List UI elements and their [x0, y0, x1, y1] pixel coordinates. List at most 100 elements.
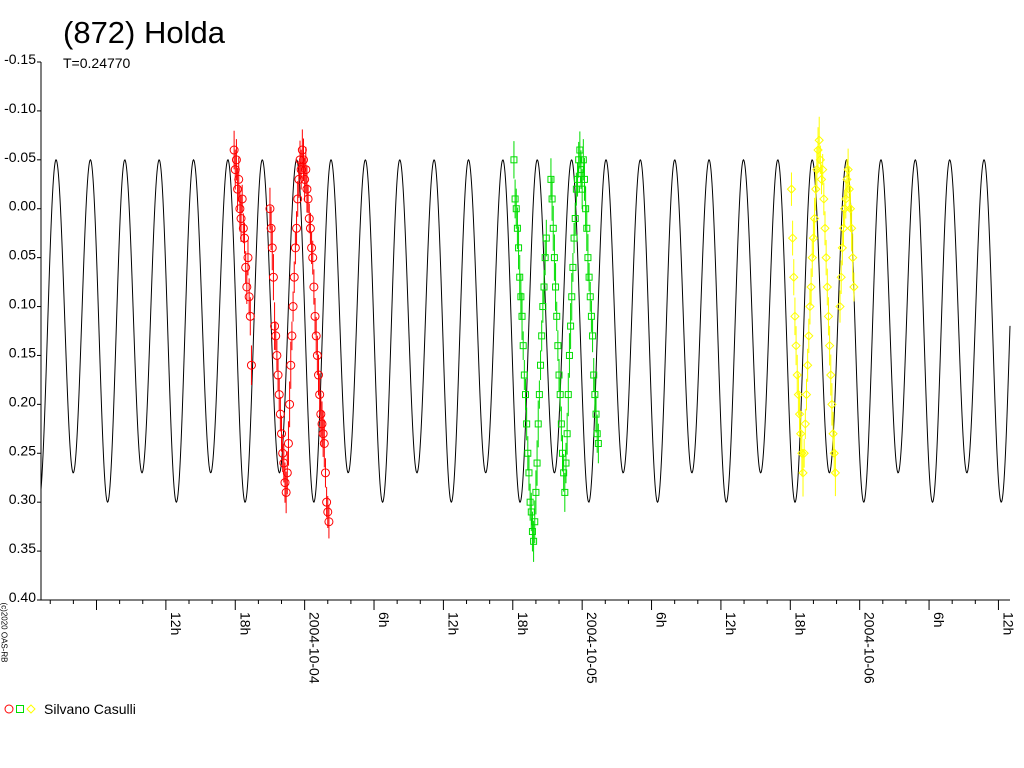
data-point — [819, 194, 829, 204]
data-point — [244, 292, 254, 302]
data-point — [798, 468, 808, 478]
y-tick-label: 0.35 — [9, 540, 36, 556]
data-point — [525, 469, 533, 477]
data-point — [786, 184, 797, 194]
data-point — [511, 195, 519, 203]
data-point — [285, 399, 295, 409]
x-tick-label: 6h — [931, 612, 947, 628]
data-point — [821, 252, 831, 263]
data-point — [539, 303, 547, 311]
data-point — [535, 391, 543, 399]
data-point — [538, 332, 546, 340]
data-point — [265, 204, 275, 214]
data-point — [799, 448, 809, 458]
data-point — [294, 174, 304, 184]
data-point — [233, 184, 243, 194]
data-point — [580, 175, 588, 183]
x-tick-label: 6h — [376, 612, 392, 628]
model-lightcurve — [40, 158, 1011, 504]
data-point — [245, 311, 255, 321]
data-point — [281, 487, 291, 497]
data-point — [315, 390, 325, 400]
data-point — [268, 272, 278, 282]
data-point — [594, 439, 602, 447]
data-point — [795, 429, 806, 439]
x-tick-label: 18h — [792, 612, 808, 635]
data-point — [824, 340, 835, 351]
data-point — [298, 155, 308, 165]
data-point — [238, 223, 248, 233]
data-point — [575, 156, 583, 164]
data-point — [532, 488, 540, 496]
data-point — [526, 498, 534, 506]
data-point — [288, 302, 298, 312]
data-point — [286, 360, 296, 370]
data-point — [518, 312, 526, 320]
data-point — [811, 184, 821, 194]
data-point — [567, 322, 575, 330]
data-point — [584, 254, 592, 262]
y-tick-label: -0.05 — [4, 149, 36, 165]
data-point — [528, 528, 536, 536]
data-point — [556, 391, 564, 399]
y-tick-label: -0.10 — [4, 100, 36, 116]
data-point — [565, 351, 573, 359]
x-tick-label: 12h — [168, 612, 184, 635]
x-tick-label: 6h — [654, 612, 670, 628]
data-point — [229, 145, 239, 155]
y-tick-label: 0.25 — [9, 442, 36, 458]
data-point — [273, 370, 283, 380]
data-point — [843, 164, 853, 175]
data-point — [790, 311, 800, 322]
data-point — [806, 282, 816, 292]
data-point — [822, 282, 833, 292]
data-point — [820, 223, 830, 233]
data-point — [838, 223, 849, 233]
data-point — [587, 312, 595, 320]
data-point — [246, 360, 256, 370]
data-point — [278, 448, 288, 458]
data-point — [243, 253, 253, 263]
data-point — [564, 391, 572, 399]
data-point — [295, 155, 305, 165]
data-point — [520, 371, 528, 379]
data-point — [235, 204, 245, 214]
data-point — [547, 175, 555, 183]
data-point — [292, 223, 302, 233]
data-point — [549, 224, 557, 232]
data-point — [297, 145, 307, 155]
x-tick-label: 12h — [723, 612, 739, 635]
x-tick-label: 2004-10-05 — [584, 612, 600, 684]
legend: Silvano Casulli — [4, 700, 136, 718]
data-point — [814, 135, 824, 145]
data-point — [314, 370, 324, 380]
data-point — [305, 223, 315, 233]
data-point — [300, 174, 310, 184]
legend-circle-icon — [4, 704, 14, 714]
data-point — [308, 253, 318, 263]
data-point — [563, 430, 571, 438]
data-point — [585, 273, 593, 281]
data-point — [845, 204, 856, 214]
data-point — [302, 184, 312, 194]
legend-label: Silvano Casulli — [44, 701, 136, 717]
data-point — [519, 342, 527, 350]
y-axis: -0.15 -0.10 -0.05 0.00 0.05 0.10 0.15 0.20 0.25 0… — [4, 51, 42, 605]
data-point — [827, 399, 837, 410]
data-point — [837, 243, 848, 253]
data-point — [793, 389, 804, 400]
data-point — [826, 370, 836, 380]
chart-title: (872) Holda — [63, 15, 225, 50]
data-point — [823, 311, 834, 322]
data-point — [323, 507, 333, 517]
legend-symbols — [4, 704, 36, 714]
data-point — [560, 469, 568, 477]
data-point — [540, 283, 548, 291]
data-point — [234, 174, 244, 184]
data-point — [569, 263, 577, 271]
data-point — [319, 438, 329, 448]
data-point — [267, 243, 277, 253]
data-point — [571, 215, 579, 223]
data-point — [275, 409, 285, 419]
data-point — [553, 312, 561, 320]
